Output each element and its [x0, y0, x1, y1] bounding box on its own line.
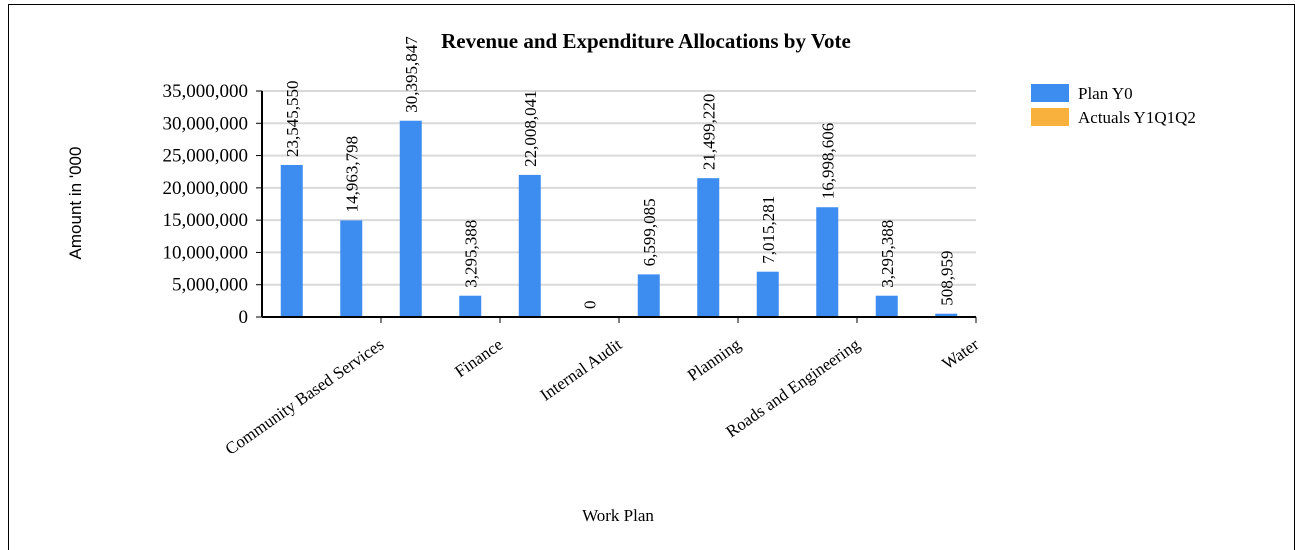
data-label: 22,008,041 [521, 90, 540, 167]
y-axis: 0 5,000,000 10,000,000 15,000,000 20,000,000… [163, 81, 263, 328]
y-tick-label: 30,000,000 [163, 113, 249, 134]
bar [935, 313, 958, 317]
y-axis-label: Amount in '000 [66, 147, 85, 260]
legend-label: Actuals Y1Q1Q2 [1078, 108, 1196, 127]
bar [637, 274, 660, 317]
data-label: 508,959 [937, 250, 956, 305]
legend-label: Plan Y0 [1078, 84, 1133, 103]
x-axis: Community Based Services Finance Internal … [222, 316, 983, 459]
data-label: 0 [580, 301, 599, 310]
x-tick-label: Water [938, 335, 982, 374]
x-axis-label: Work Plan [582, 506, 654, 525]
y-tick-label: 20,000,000 [163, 178, 249, 199]
bar [816, 207, 839, 317]
data-label: 3,295,388 [461, 220, 480, 288]
data-label: 21,499,220 [699, 94, 718, 171]
legend-swatch [1031, 108, 1069, 126]
legend: Plan Y0 Actuals Y1Q1Q2 [1031, 84, 1196, 127]
data-labels: 23,545,550 14,963,798 30,395,847 3,295,388 2… [283, 36, 957, 309]
y-tick-label: 10,000,000 [163, 242, 249, 263]
bars [280, 120, 958, 317]
data-label: 7,015,281 [759, 196, 778, 264]
y-tick-label: 35,000,000 [163, 81, 249, 102]
y-tick-label: 25,000,000 [163, 146, 249, 167]
x-tick-label: Internal Audit [537, 335, 626, 405]
bar [875, 295, 898, 317]
data-label: 3,295,388 [878, 220, 897, 288]
bar [459, 295, 482, 317]
data-label: 14,963,798 [342, 136, 361, 213]
bar [518, 174, 541, 317]
bar [756, 271, 779, 317]
data-label: 23,545,550 [283, 80, 302, 157]
data-label: 30,395,847 [402, 36, 421, 113]
x-tick-label: Community Based Services [222, 335, 388, 459]
chart-title: Revenue and Expenditure Allocations by V… [441, 29, 851, 53]
y-tick-label: 15,000,000 [163, 210, 249, 231]
data-label: 16,998,606 [818, 123, 837, 200]
x-tick-label: Planning [684, 334, 745, 385]
bar [280, 164, 303, 317]
bar [697, 178, 720, 317]
gridlines [262, 90, 976, 286]
data-label: 6,599,085 [640, 198, 659, 266]
bar [399, 120, 422, 317]
legend-swatch [1031, 84, 1069, 102]
bar [340, 220, 363, 317]
y-tick-label: 0 [239, 307, 249, 328]
x-tick-label: Finance [451, 335, 506, 381]
y-tick-label: 5,000,000 [172, 275, 248, 296]
